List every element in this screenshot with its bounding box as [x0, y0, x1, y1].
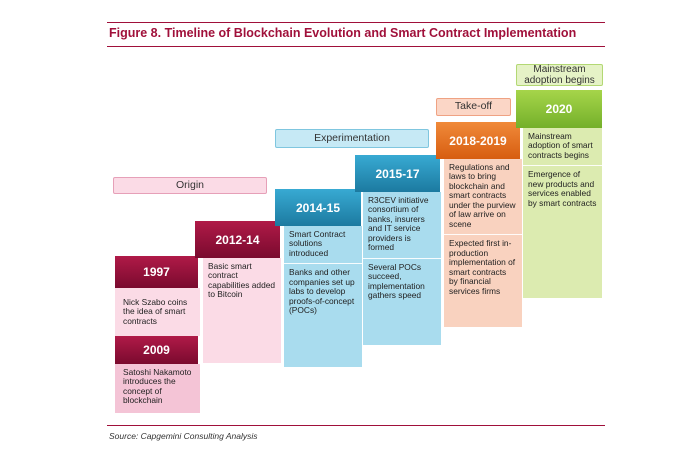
step-2014-15-item-2: Banks and other companies set up labs to…	[289, 267, 355, 316]
step-2014-15-item-1: Smart Contract solutions introduced	[289, 229, 346, 258]
panel-2015-17-divider	[363, 257, 441, 259]
phase-takeoff: Take-off	[436, 98, 511, 116]
panel-2020-divider	[523, 165, 602, 167]
step-2020-item-2: Emergence of new products and services e…	[528, 169, 597, 208]
year-1997: 1997	[115, 256, 198, 288]
panel-2012-14: Basic smart contract capabilities added …	[203, 258, 281, 363]
panel-2020: Mainstream adoption of smart contracts b…	[523, 128, 602, 298]
step-2020-item-1: Mainstream adoption of smart contracts b…	[528, 131, 593, 160]
step-2018-2019-item-1: Regulations and laws to bring blockchain…	[449, 162, 516, 229]
panel-2014-15-divider	[284, 263, 362, 265]
panel-2014-15: Smart Contract solutions introduced Bank…	[284, 226, 362, 367]
source-note: Source: Capgemini Consulting Analysis	[109, 431, 258, 441]
step-2015-17-item-1: R3CEV initiative consortium of banks, in…	[368, 195, 429, 253]
step-2018-2019-item-2: Expected first in-production implementat…	[449, 238, 516, 296]
bottom-rule	[107, 425, 605, 426]
step-2015-17-item-2: Several POCs succeed, implementation gat…	[368, 261, 425, 301]
year-2015-17: 2015-17	[355, 155, 440, 192]
step-2009-text: Satoshi Nakamoto introduces the concept …	[123, 367, 192, 406]
title-underline	[107, 46, 605, 47]
panel-2009: Satoshi Nakamoto introduces the concept …	[115, 364, 200, 413]
panel-2015-17: R3CEV initiative consortium of banks, in…	[363, 192, 441, 345]
year-2009: 2009	[115, 336, 198, 364]
year-2020: 2020	[516, 90, 602, 128]
step-2012-14-text: Basic smart contract capabilities added …	[208, 261, 276, 300]
phase-origin: Origin	[113, 177, 267, 194]
year-2018-2019: 2018-2019	[436, 122, 520, 159]
panel-2018-2019: Regulations and laws to bring blockchain…	[444, 159, 522, 327]
top-rule	[107, 22, 605, 23]
panel-2018-2019-divider	[444, 234, 522, 236]
step-1997-text: Nick Szabo coins the idea of smart contr…	[123, 297, 188, 326]
figure-title: Figure 8. Timeline of Blockchain Evoluti…	[109, 26, 577, 40]
phase-experimentation: Experimentation	[275, 129, 429, 148]
year-2014-15: 2014-15	[275, 189, 361, 226]
panel-1997: Nick Szabo coins the idea of smart contr…	[115, 288, 200, 336]
phase-mainstream: Mainstream adoption begins	[516, 64, 603, 86]
year-2012-14: 2012-14	[195, 221, 280, 258]
